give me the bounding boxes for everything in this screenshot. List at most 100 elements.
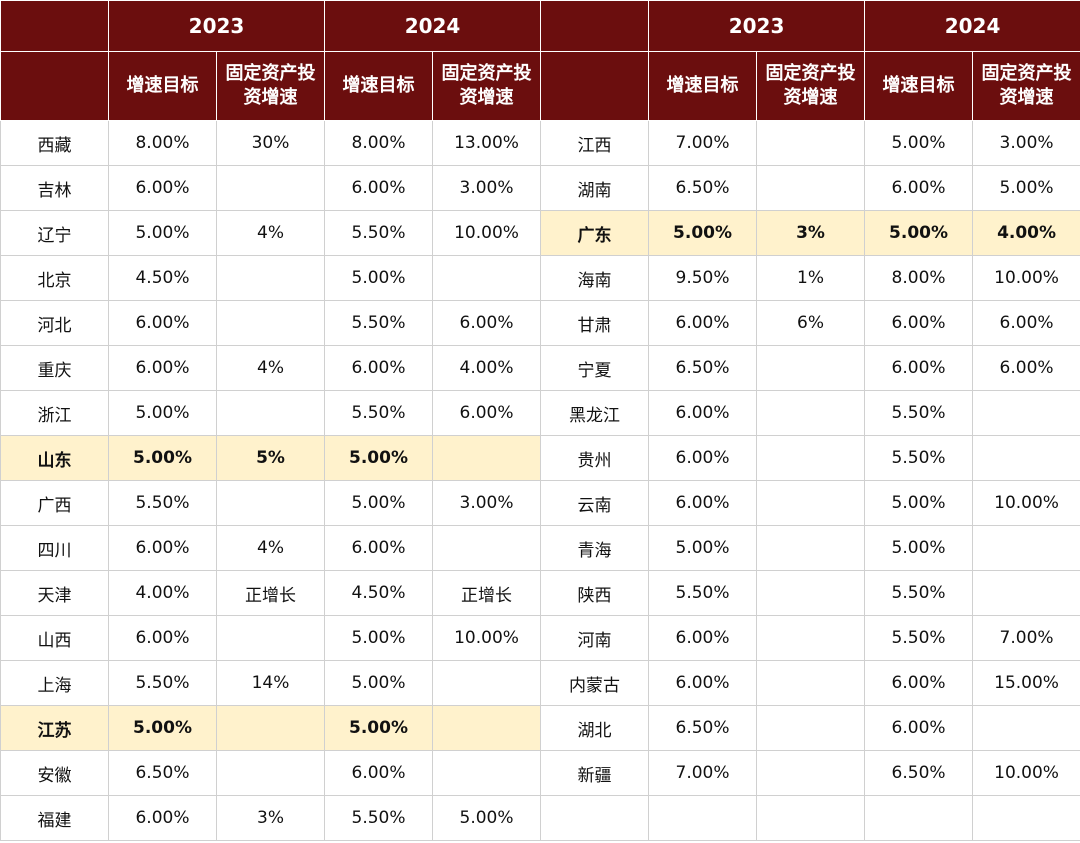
left-invest-2024-cell bbox=[432, 750, 542, 796]
right-invest-2023-cell bbox=[756, 435, 866, 481]
year-header-row: 2023 2024 2023 2024 bbox=[0, 0, 1080, 52]
left-invest-2023-cell bbox=[215, 750, 326, 796]
left-invest-2023-cell bbox=[215, 300, 326, 346]
sub-header-row: 增速目标 固定资产投资增速 增速目标 固定资产投资增速 增速目标 固定资产投资增… bbox=[0, 51, 1080, 121]
left-invest-2024-cell: 13.00% bbox=[432, 120, 542, 166]
left-province-cell: 上海 bbox=[0, 660, 109, 706]
left-target-2023-cell: 8.00% bbox=[108, 120, 217, 166]
left-target-2024-cell: 5.50% bbox=[324, 390, 434, 436]
left-target-2023-cell: 5.50% bbox=[108, 660, 217, 706]
left-province-cell: 重庆 bbox=[0, 345, 109, 391]
right-target-2023-cell: 6.50% bbox=[648, 705, 758, 751]
right-invest-2023-cell bbox=[756, 165, 866, 211]
left-target-2024-cell: 5.00% bbox=[324, 255, 434, 301]
right-invest-2024-cell: 7.00% bbox=[972, 615, 1080, 661]
right-province-cell: 陕西 bbox=[540, 570, 650, 616]
left-target-2023-cell: 6.00% bbox=[108, 615, 217, 661]
header-invest: 固定资产投资增速 bbox=[432, 51, 542, 121]
left-target-2023-cell: 6.00% bbox=[108, 795, 217, 841]
left-invest-2024-cell bbox=[432, 705, 542, 751]
header-year-2023-right: 2023 bbox=[648, 0, 866, 52]
left-invest-2023-cell bbox=[215, 705, 326, 751]
right-invest-2024-cell: 6.00% bbox=[972, 300, 1080, 346]
left-province-cell: 福建 bbox=[0, 795, 109, 841]
right-province-cell: 内蒙古 bbox=[540, 660, 650, 706]
right-invest-2023-cell bbox=[756, 390, 866, 436]
left-target-2024-cell: 6.00% bbox=[324, 525, 434, 571]
table-row: 北京 4.50% 5.00% 海南 9.50% 1% 8.00% 10.00% bbox=[0, 255, 1080, 301]
left-target-2023-cell: 5.50% bbox=[108, 480, 217, 526]
left-invest-2024-cell bbox=[432, 255, 542, 301]
right-province-cell: 新疆 bbox=[540, 750, 650, 796]
table-row: 辽宁 5.00% 4% 5.50% 10.00% 广东 5.00% 3% 5.00% 4.00% bbox=[0, 210, 1080, 256]
right-target-2024-cell: 5.50% bbox=[864, 390, 974, 436]
table-row: 安徽 6.50% 6.00% 新疆 7.00% 6.50% 10.00% bbox=[0, 750, 1080, 796]
right-invest-2024-cell: 5.00% bbox=[972, 165, 1080, 211]
left-province-cell: 西藏 bbox=[0, 120, 109, 166]
header-target: 增速目标 bbox=[864, 51, 974, 121]
table-row: 河北 6.00% 5.50% 6.00% 甘肃 6.00% 6% 6.00% 6.00% bbox=[0, 300, 1080, 346]
left-invest-2023-cell bbox=[215, 615, 326, 661]
header-blank bbox=[0, 0, 109, 52]
left-invest-2024-cell: 3.00% bbox=[432, 480, 542, 526]
left-province-cell: 吉林 bbox=[0, 165, 109, 211]
right-target-2024-cell bbox=[864, 795, 974, 841]
right-target-2023-cell: 6.00% bbox=[648, 660, 758, 706]
table-row: 山西 6.00% 5.00% 10.00% 河南 6.00% 5.50% 7.00% bbox=[0, 615, 1080, 661]
right-target-2024-cell: 5.50% bbox=[864, 435, 974, 481]
right-province-cell: 湖北 bbox=[540, 705, 650, 751]
left-invest-2024-cell: 3.00% bbox=[432, 165, 542, 211]
left-province-cell: 北京 bbox=[0, 255, 109, 301]
header-blank bbox=[0, 51, 109, 121]
left-invest-2023-cell: 4% bbox=[215, 210, 326, 256]
right-invest-2024-cell bbox=[972, 525, 1080, 571]
left-province-cell: 山东 bbox=[0, 435, 109, 481]
left-target-2023-cell: 6.50% bbox=[108, 750, 217, 796]
right-invest-2023-cell bbox=[756, 480, 866, 526]
right-invest-2024-cell: 15.00% bbox=[972, 660, 1080, 706]
right-invest-2023-cell bbox=[756, 750, 866, 796]
table-row: 山东 5.00% 5% 5.00% 贵州 6.00% 5.50% bbox=[0, 435, 1080, 481]
left-province-cell: 安徽 bbox=[0, 750, 109, 796]
left-invest-2024-cell: 6.00% bbox=[432, 300, 542, 346]
right-invest-2023-cell: 6% bbox=[756, 300, 866, 346]
right-province-cell: 云南 bbox=[540, 480, 650, 526]
table-row: 福建 6.00% 3% 5.50% 5.00% bbox=[0, 795, 1080, 841]
left-target-2024-cell: 8.00% bbox=[324, 120, 434, 166]
left-target-2023-cell: 4.50% bbox=[108, 255, 217, 301]
left-invest-2024-cell: 10.00% bbox=[432, 615, 542, 661]
left-target-2024-cell: 5.50% bbox=[324, 795, 434, 841]
right-target-2024-cell: 6.00% bbox=[864, 705, 974, 751]
left-target-2023-cell: 6.00% bbox=[108, 525, 217, 571]
right-target-2024-cell: 5.50% bbox=[864, 570, 974, 616]
right-target-2023-cell: 7.00% bbox=[648, 120, 758, 166]
left-target-2024-cell: 5.00% bbox=[324, 615, 434, 661]
left-invest-2023-cell: 5% bbox=[215, 435, 326, 481]
right-invest-2024-cell bbox=[972, 705, 1080, 751]
header-target: 增速目标 bbox=[324, 51, 434, 121]
left-target-2024-cell: 5.00% bbox=[324, 660, 434, 706]
right-target-2023-cell: 5.50% bbox=[648, 570, 758, 616]
header-year-2023-left: 2023 bbox=[107, 0, 326, 52]
left-invest-2024-cell: 正增长 bbox=[432, 570, 542, 616]
header-year-2024-left: 2024 bbox=[324, 0, 542, 52]
left-invest-2023-cell: 4% bbox=[215, 345, 326, 391]
right-target-2023-cell: 6.00% bbox=[648, 615, 758, 661]
right-target-2023-cell: 6.50% bbox=[648, 345, 758, 391]
left-province-cell: 河北 bbox=[0, 300, 109, 346]
table-row: 浙江 5.00% 5.50% 6.00% 黑龙江 6.00% 5.50% bbox=[0, 390, 1080, 436]
left-invest-2024-cell: 4.00% bbox=[432, 345, 542, 391]
left-target-2024-cell: 5.50% bbox=[324, 210, 434, 256]
left-target-2024-cell: 5.50% bbox=[324, 300, 434, 346]
left-target-2023-cell: 5.00% bbox=[108, 705, 217, 751]
right-target-2023-cell: 6.00% bbox=[648, 390, 758, 436]
left-invest-2023-cell bbox=[215, 480, 326, 526]
header-blank bbox=[540, 0, 650, 52]
right-invest-2024-cell: 4.00% bbox=[972, 210, 1080, 256]
right-province-cell: 江西 bbox=[540, 120, 650, 166]
left-target-2024-cell: 6.00% bbox=[324, 165, 434, 211]
right-invest-2024-cell: 10.00% bbox=[972, 750, 1080, 796]
header-target: 增速目标 bbox=[108, 51, 217, 121]
left-invest-2024-cell bbox=[432, 525, 542, 571]
